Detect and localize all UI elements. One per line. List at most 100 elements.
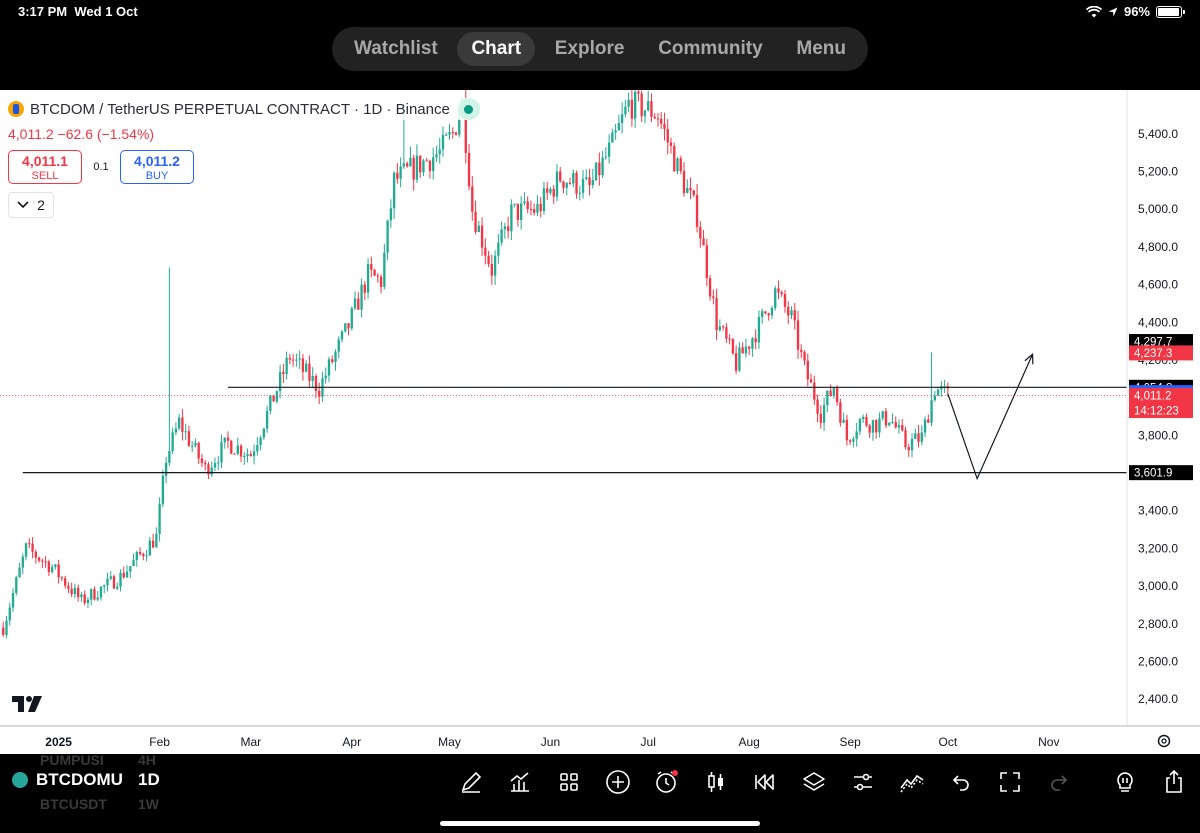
symbol-selector[interactable]: BTCDOMU	[12, 770, 123, 790]
drawings-layer	[0, 353, 1127, 481]
candle	[474, 200, 477, 235]
candle	[647, 90, 650, 112]
candle-body	[611, 132, 614, 143]
replay-icon[interactable]	[740, 766, 789, 798]
tab-explore[interactable]: Explore	[554, 38, 625, 59]
ghost-symbol-prev: PUMPUSI	[40, 752, 104, 768]
chart-settings-icon[interactable]	[1157, 734, 1171, 748]
candle	[438, 137, 441, 164]
strategy-icon[interactable]	[887, 766, 936, 798]
settings-icon[interactable]	[838, 766, 887, 798]
tradingview-logo-icon[interactable]	[12, 696, 44, 712]
timeframe-selector[interactable]: 1D	[138, 770, 160, 789]
price-scale-label[interactable]: 4,011.2 14:12:23	[1129, 388, 1193, 419]
add-icon[interactable]	[593, 766, 642, 798]
candle	[125, 565, 129, 579]
sell-label: SELL	[31, 170, 59, 182]
fullscreen-icon[interactable]	[985, 766, 1034, 798]
chevron-down-icon	[17, 201, 29, 209]
alert-icon[interactable]	[642, 766, 691, 798]
candle	[18, 562, 21, 578]
candle	[594, 162, 598, 182]
candle	[764, 311, 767, 315]
indicators-icon[interactable]	[495, 766, 544, 798]
candle	[288, 353, 292, 365]
candle-body	[640, 93, 643, 117]
candle-body	[891, 421, 894, 423]
candle-body	[705, 245, 708, 279]
candle	[353, 291, 357, 311]
status-time: 3:17 PM Wed 1 Oct	[18, 4, 138, 19]
candle	[620, 102, 624, 134]
candle-body	[438, 149, 441, 155]
legend-title[interactable]: BTCDOM / TetherUS PERPETUAL CONTRACT · 1…	[8, 98, 480, 120]
time-tick-label: Nov	[1038, 735, 1059, 749]
candle	[291, 354, 295, 367]
candle-body	[262, 428, 266, 438]
draw-icon[interactable]	[446, 766, 495, 798]
candle-body	[282, 371, 285, 375]
candle	[122, 566, 125, 579]
candle-body	[699, 226, 702, 239]
candle	[213, 457, 217, 472]
tab-menu[interactable]: Menu	[796, 38, 846, 59]
candle	[718, 319, 722, 332]
chart-area[interactable]: 5,400.0 5,200.0 5,000.0 4,800.0 4,600.0 4,400…	[0, 90, 1200, 754]
undo-icon[interactable]	[936, 766, 985, 798]
candle-body	[757, 317, 761, 343]
status-clock: 3:17 PM	[18, 4, 68, 19]
candle-body	[422, 160, 425, 173]
chart-type-icon[interactable]	[691, 766, 740, 798]
candle-body	[734, 353, 738, 371]
candle	[8, 602, 11, 626]
tab-community[interactable]: Community	[658, 38, 763, 59]
candle	[868, 423, 871, 439]
symbol-icon	[12, 772, 28, 788]
price-scale-label[interactable]: 3,601.9	[1129, 465, 1193, 481]
candle-body	[751, 338, 754, 349]
collapse-indicators-button[interactable]: 2	[8, 192, 54, 218]
tab-chart[interactable]: Chart	[457, 32, 536, 66]
candle-body	[666, 129, 669, 143]
buy-button[interactable]: 4,011.2 BUY	[120, 150, 194, 184]
candle-body	[673, 145, 676, 172]
candle-body	[598, 162, 601, 176]
tab-watchlist[interactable]: Watchlist	[354, 38, 438, 59]
candle	[200, 453, 204, 468]
home-indicator[interactable]	[440, 821, 760, 826]
candle-body	[783, 294, 787, 307]
candle	[399, 157, 402, 188]
candle	[627, 92, 630, 113]
candle-body	[552, 188, 555, 197]
candle	[901, 419, 904, 432]
price-chart[interactable]: 5,400.0 5,200.0 5,000.0 4,800.0 4,600.0 4,400…	[0, 90, 1200, 754]
ideas-icon[interactable]	[1100, 766, 1149, 798]
candle	[679, 155, 682, 175]
candle	[357, 292, 360, 310]
layouts-icon[interactable]	[544, 766, 593, 798]
sell-button[interactable]: 4,011.1 SELL	[8, 150, 82, 184]
layers-icon[interactable]	[789, 766, 838, 798]
share-icon[interactable]	[1149, 766, 1198, 798]
candle-body	[464, 99, 467, 153]
candle	[334, 349, 337, 371]
candle	[145, 549, 148, 562]
candle	[174, 422, 178, 436]
candle	[692, 189, 695, 198]
candle	[875, 419, 878, 439]
candle	[445, 132, 448, 136]
candle-body	[125, 571, 129, 578]
candle-body	[845, 419, 849, 441]
candle-body	[663, 123, 666, 130]
candle	[262, 427, 266, 440]
projection-path[interactable]	[947, 354, 1034, 481]
redo-icon[interactable]	[1034, 766, 1083, 798]
price-scale-label[interactable]: 4,237.3	[1129, 345, 1193, 361]
candle	[536, 195, 539, 217]
candle-body	[379, 276, 383, 287]
candle	[471, 176, 474, 221]
candle-body	[500, 229, 503, 243]
candle-body	[187, 431, 191, 446]
candle	[366, 258, 370, 299]
candle-body	[888, 422, 891, 426]
